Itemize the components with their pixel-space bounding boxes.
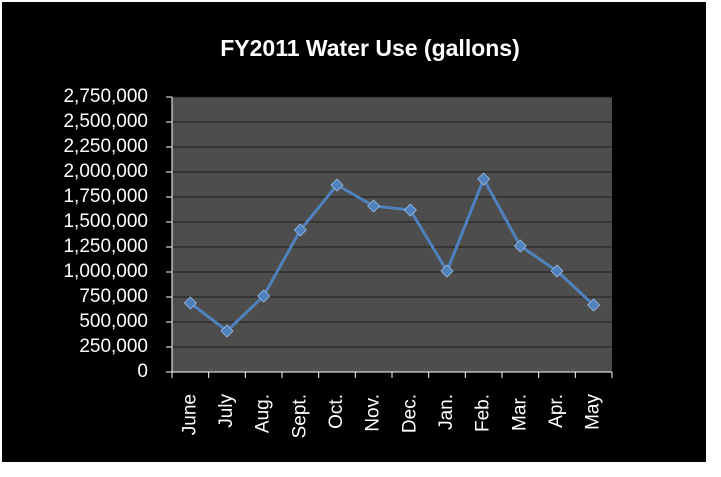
x-tick-label: Apr. [546,394,567,428]
marker [220,324,234,338]
y-tick-label: 1,000,000 [63,261,148,282]
y-tick-label: 1,250,000 [63,236,148,257]
x-tick-label: May [583,394,604,430]
marker [403,203,417,217]
line [189,175,595,333]
y-tick-label: 2,000,000 [63,161,148,182]
x-tick-label: Jan. [436,394,457,430]
marker [367,199,381,213]
x-tick-label: July [216,394,237,428]
y-tick-label: 250,000 [79,336,148,357]
marker [550,264,564,278]
marker [293,223,307,237]
y-tick-label: 1,750,000 [63,186,148,207]
y-tick-label: 2,250,000 [63,136,148,157]
marker [330,178,344,192]
marker [257,289,271,303]
y-tick-label: 2,750,000 [63,86,148,107]
y-tick-label: 750,000 [79,286,148,307]
y-tick-label: 2,500,000 [63,111,148,132]
y-tick-label: 0 [137,361,148,382]
marker [183,296,197,310]
x-tick-label: Aug. [253,394,274,433]
chart-title: FY2011 Water Use (gallons) [220,35,520,61]
marker [513,239,527,253]
plot-area [172,97,612,372]
x-tick-label: Nov. [363,394,384,432]
y-tick-label: 1,500,000 [63,211,148,232]
marker [587,298,601,312]
x-tick-label: Mar. [509,394,530,431]
y-tick-label: 500,000 [79,311,148,332]
x-tick-label: Oct. [326,394,347,429]
marker [477,172,491,186]
x-tick-label: Sept. [289,394,310,438]
marker [440,264,454,278]
x-tick-label: June [179,394,200,435]
x-tick-label: Dec. [399,394,420,433]
x-tick-label: Feb. [473,394,494,432]
